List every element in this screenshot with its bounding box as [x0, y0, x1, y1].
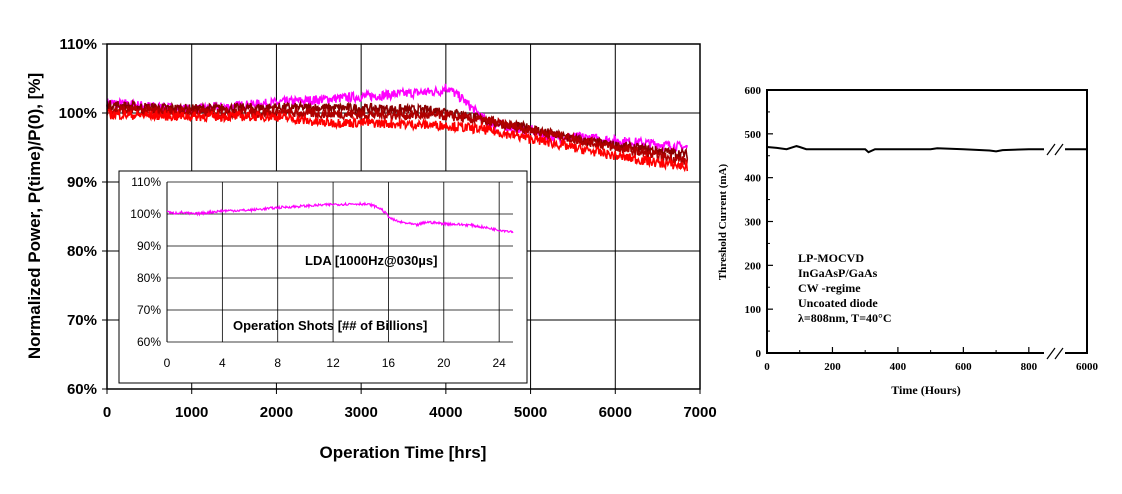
- axis-break-bottom: [1044, 347, 1065, 360]
- threshold-x-tick-label: 6000: [1076, 361, 1099, 373]
- inset-y-tick-label: 100%: [130, 207, 161, 221]
- inset-box: [118, 170, 528, 384]
- threshold-y-tick-label: 400: [745, 173, 762, 185]
- threshold-series-line: [766, 145, 1087, 154]
- inset-y-ticks: 60% 70% 80% 90% 100% 110%: [130, 175, 161, 349]
- inset-y-tick-label: 110%: [131, 175, 161, 189]
- main-x-tick-label: 5000: [514, 404, 547, 421]
- main-y-tick-label: 80%: [67, 243, 97, 260]
- inset-x-tick-label: 24: [492, 356, 506, 370]
- inset-x-tick-label: 4: [219, 356, 226, 370]
- main-plot-frame: [106, 43, 701, 390]
- main-x-tick-label: 0: [103, 404, 111, 421]
- inset-x-tick-label: 20: [437, 356, 451, 370]
- main-series-line-1: [106, 83, 689, 153]
- annotation-line-3: CW -regime: [798, 281, 861, 295]
- threshold-annotation: LP-MOCVD InGaAsP/GaAs CW -regime Uncoate…: [798, 251, 892, 325]
- inset-y-tick-label: 70%: [137, 303, 161, 317]
- main-x-tick-label: 1000: [175, 404, 208, 421]
- threshold-x-tick-label: 800: [1021, 361, 1038, 373]
- annotation-line-1: LP-MOCVD: [798, 251, 864, 265]
- annotation-line-2: InGaAsP/GaAs: [798, 266, 878, 280]
- threshold-y-tick-label: 600: [745, 85, 762, 97]
- main-x-ticks: 0 1000 2000 3000 4000 5000 6000 7000: [103, 389, 717, 421]
- inset-x-tick-label: 16: [382, 356, 396, 370]
- inset-x-tick-label: 0: [164, 356, 171, 370]
- main-y-axis-label: Normalized Power, P(time)/P(0), [%]: [25, 73, 44, 359]
- main-y-tick-label: 100%: [59, 105, 97, 122]
- inset-y-tick-label: 60%: [137, 335, 161, 349]
- inset-x-axis-label: Operation Shots [## of Billions]: [233, 318, 427, 333]
- main-y-ticks: 60% 70% 80% 90% 100% 110%: [59, 36, 107, 398]
- inset-series-line: [166, 201, 514, 234]
- inset-chart: 0 4 8 12 16 20 24 60% 70% 80% 90% 100% 110% LDA [10…: [118, 170, 528, 384]
- main-x-axis-label: Operation Time [hrs]: [320, 443, 487, 462]
- threshold-y-tick-label: 300: [745, 217, 762, 229]
- threshold-x-ticks: 0 200 400 600 800 6000: [764, 347, 1099, 373]
- inset-x-tick-label: 12: [326, 356, 340, 370]
- main-y-tick-label: 90%: [67, 174, 97, 191]
- inset-x-tick-label: 8: [274, 356, 281, 370]
- inset-annotation: LDA [1000Hz@030µs]: [305, 253, 437, 268]
- inset-y-tick-label: 80%: [137, 271, 161, 285]
- threshold-x-tick-label: 200: [824, 361, 841, 373]
- annotation-line-5: λ=808nm, T=40°C: [798, 311, 892, 325]
- inset-grid: [166, 181, 513, 343]
- threshold-y-tick-label: 0: [756, 348, 762, 360]
- threshold-x-tick-label: 400: [890, 361, 907, 373]
- main-x-tick-label: 3000: [344, 404, 377, 421]
- threshold-y-tick-label: 100: [745, 304, 762, 316]
- threshold-x-tick-label: 0: [764, 361, 770, 373]
- main-series: [106, 83, 689, 173]
- annotation-line-4: Uncoated diode: [798, 296, 878, 310]
- threshold-y-tick-label: 200: [745, 260, 762, 272]
- main-x-tick-label: 2000: [260, 404, 293, 421]
- main-x-tick-label: 7000: [683, 404, 716, 421]
- inset-x-ticks: 0 4 8 12 16 20 24: [164, 356, 506, 370]
- threshold-chart: 0 200 400 600 800 6000 0 100 200 300 400 500 600 LP…: [717, 85, 1099, 397]
- main-series-line-4: [106, 108, 689, 173]
- threshold-x-tick-label: 600: [955, 361, 972, 373]
- main-series-line-3: [106, 103, 689, 166]
- axis-break-top: [1044, 143, 1065, 156]
- threshold-y-ticks: 0 100 200 300 400 500 600: [745, 85, 773, 360]
- threshold-series: [766, 145, 1087, 154]
- threshold-y-tick-label: 500: [745, 129, 762, 141]
- main-y-tick-label: 60%: [67, 381, 97, 398]
- main-x-tick-label: 6000: [599, 404, 632, 421]
- inset-y-tick-label: 90%: [137, 239, 161, 253]
- main-x-tick-label: 4000: [429, 404, 462, 421]
- threshold-x-axis-label: Time (Hours): [891, 383, 960, 397]
- main-y-tick-label: 110%: [59, 36, 97, 53]
- threshold-y-axis-label: Threshold Current (mA): [717, 164, 729, 281]
- main-y-tick-label: 70%: [67, 312, 97, 329]
- inset-series: [166, 201, 514, 234]
